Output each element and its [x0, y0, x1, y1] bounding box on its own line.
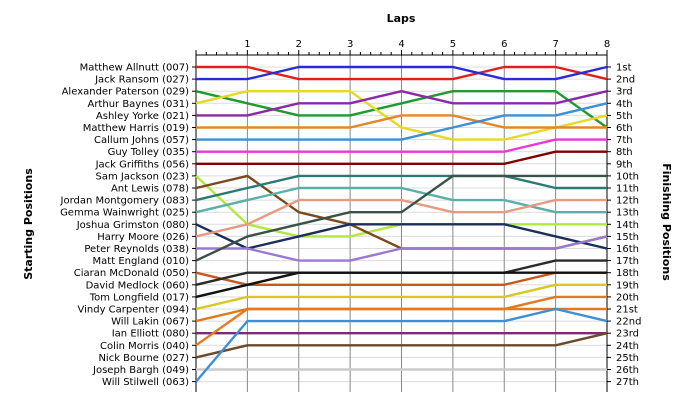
finishing-position-label: 18th — [616, 268, 639, 279]
starting-position-label: Peter Reynolds (038) — [84, 244, 189, 255]
finishing-position-label: 17th — [616, 256, 639, 267]
finishing-position-label: 27th — [616, 377, 639, 388]
finishing-position-label: 15th — [616, 232, 639, 243]
finishing-position-label: 19th — [616, 280, 639, 291]
x-tick-label: 3 — [347, 39, 353, 50]
x-tick-labels: 1 2 3 4 5 6 7 8 — [244, 39, 610, 50]
series-line — [195, 89, 608, 141]
starting-position-label: Arthur Baynes (031) — [87, 99, 189, 110]
series-line — [195, 174, 607, 202]
starting-position-label: Harry Moore (026) — [97, 232, 189, 243]
finishing-position-label: 16th — [616, 244, 639, 255]
finishing-position-label: 5th — [616, 111, 633, 122]
starting-position-label: Ant Lewis (078) — [111, 184, 189, 195]
starting-position-label: Will Stilwell (063) — [102, 377, 189, 388]
starting-position-label: Ashley Yorke (021) — [96, 111, 189, 122]
series-line — [195, 271, 607, 299]
finishing-position-labels: 1st2nd3rd4th5th6th7th8th9th10th11th12th1… — [616, 63, 641, 389]
finishing-position-label: 9th — [616, 159, 633, 170]
x-tick-label: 5 — [450, 39, 456, 50]
starting-position-label: Joseph Bargh (049) — [92, 365, 189, 376]
series-line — [196, 102, 608, 141]
starting-position-label: Nick Bourne (027) — [98, 353, 189, 364]
finishing-position-label: 14th — [616, 220, 639, 231]
finishing-position-label: 11th — [616, 184, 639, 195]
x-tick-label: 1 — [244, 39, 250, 50]
chart-title: Laps — [387, 12, 416, 25]
x-tick-label: 6 — [501, 39, 507, 50]
finishing-position-label: 13th — [616, 208, 639, 219]
finishing-position-label: 23rd — [616, 329, 639, 340]
series-line — [196, 65, 608, 81]
starting-position-label: Sam Jackson (023) — [96, 171, 190, 182]
series-line — [195, 283, 607, 311]
starting-position-label: Guy Tolley (035) — [108, 147, 190, 158]
finishing-position-label: 22nd — [616, 317, 641, 328]
finishing-position-label: 7th — [616, 135, 633, 146]
x-tick-label: 8 — [604, 39, 610, 50]
series-line — [195, 332, 608, 359]
finishing-position-label: 12th — [616, 196, 639, 207]
finishing-position-label: 2nd — [616, 75, 635, 86]
y-axis-label-left: Starting Positions — [22, 168, 35, 280]
finishing-position-label: 25th — [616, 353, 639, 364]
finishing-position-label: 3rd — [616, 87, 633, 98]
series-line — [195, 186, 607, 214]
starting-position-label: Ian Elliott (080) — [112, 329, 189, 340]
starting-position-label: Matt England (010) — [93, 256, 190, 267]
y-axis-label-right: Finishing Positions — [660, 163, 673, 281]
finishing-position-label: 4th — [616, 99, 633, 110]
starting-position-label: Colin Morris (040) — [100, 341, 189, 352]
finishing-position-label: 26th — [616, 365, 639, 376]
starting-position-label: Jack Griffiths (056) — [95, 159, 189, 170]
series-line — [196, 235, 608, 262]
series-line — [195, 174, 607, 262]
x-tick-label: 7 — [552, 39, 558, 50]
finishing-position-label: 20th — [616, 292, 639, 303]
series-line — [196, 150, 607, 166]
starting-position-label: Jack Ransom (027) — [94, 75, 189, 86]
finishing-position-label: 6th — [616, 123, 633, 134]
series-line — [195, 223, 608, 250]
series-line — [196, 89, 608, 117]
starting-position-label: Callum Johns (057) — [94, 135, 189, 146]
starting-position-labels: Matthew Allnutt (007)Jack Ransom (027)Al… — [60, 63, 190, 389]
x-tick-label: 4 — [398, 39, 404, 50]
starting-position-label: David Medlock (060) — [86, 280, 190, 291]
starting-position-label: Will Lakin (067) — [111, 317, 189, 328]
finishing-position-label: 21st — [616, 305, 638, 316]
series-line — [195, 89, 608, 129]
starting-position-label: Ciaran McDonald (050) — [74, 268, 189, 279]
series-line — [196, 65, 608, 81]
starting-position-label: Joshua Grimston (080) — [76, 220, 189, 231]
finishing-position-label: 24th — [616, 341, 639, 352]
finishing-position-label: 1st — [616, 63, 632, 74]
starting-position-label: Matthew Allnutt (007) — [80, 63, 190, 74]
series-line — [195, 271, 607, 286]
starting-position-label: Alexander Paterson (029) — [62, 87, 189, 98]
starting-position-label: Matthew Harris (019) — [83, 123, 189, 134]
series-line — [195, 198, 607, 238]
series-lines — [195, 65, 608, 383]
x-tick-label: 2 — [296, 39, 302, 50]
starting-position-label: Jordan Montgomery (083) — [60, 196, 190, 207]
series-line — [195, 307, 608, 383]
series-line — [196, 114, 607, 129]
finishing-position-label: 8th — [616, 147, 633, 158]
finishing-position-label: 10th — [616, 171, 639, 182]
starting-position-label: Vindy Carpenter (094) — [78, 305, 190, 316]
series-line — [195, 307, 607, 347]
starting-position-label: Tom Longfield (017) — [89, 292, 189, 303]
starting-position-label: Gemma Wainwright (025) — [60, 208, 189, 219]
series-line — [196, 138, 607, 153]
